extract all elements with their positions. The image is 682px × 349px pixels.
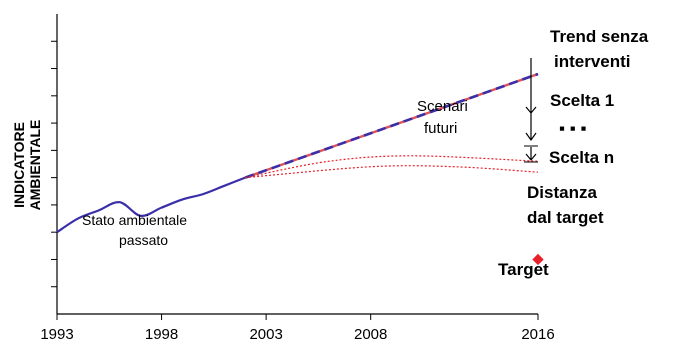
choice1-arrow-head [525, 106, 537, 114]
arrows [524, 58, 538, 163]
choice1-arrow-head-lower [525, 132, 537, 142]
series-1-line [56, 176, 246, 234]
y-axis-label-line-1: INDICATORE [11, 122, 27, 208]
trend-label-line-2: interventi [554, 52, 631, 71]
x-tick-label-2016: 2016 [521, 326, 554, 343]
x-ticks: 1993 1998 2003 2008 2016 [40, 314, 555, 343]
scelta-1-label: Scelta 1 [550, 91, 614, 110]
annotations: Trend senza interventi Scelta 1 ▪ ▪ ▪ Sc… [82, 27, 649, 279]
x-tick-label-2008: 2008 [354, 326, 387, 343]
trend-label-line-1: Trend senza [550, 27, 649, 46]
choice-n-arrow-head [525, 153, 537, 161]
stato-label-line-2: passato [119, 232, 168, 248]
x-axis: 1993 1998 2003 2008 2016 [40, 313, 555, 343]
distanza-label-line-1: Distanza [527, 183, 597, 202]
distanza-label-line-2: dal target [527, 208, 604, 227]
y-ticks [51, 40, 57, 288]
x-tick-label-1998: 1998 [145, 326, 178, 343]
more-choices-dots: ▪ ▪ ▪ [559, 119, 587, 138]
target-label: Target [498, 260, 549, 279]
scelta-n-label: Scelta n [549, 148, 614, 167]
series-group [56, 72, 544, 266]
series-3-line [245, 155, 539, 179]
scenari-label-line-1: Scenari [417, 98, 468, 115]
scenari-label-line-2: futuri [424, 120, 457, 137]
stato-label-line-1: Stato ambientale [82, 212, 187, 228]
y-axis: INDICATORE AMBIENTALE [11, 14, 58, 314]
x-tick-label-1993: 1993 [40, 326, 73, 343]
series-2-line [244, 72, 539, 179]
y-axis-label-line-2: AMBIENTALE [27, 120, 43, 211]
x-tick-label-2003: 2003 [249, 326, 282, 343]
series-4-line [245, 165, 539, 179]
